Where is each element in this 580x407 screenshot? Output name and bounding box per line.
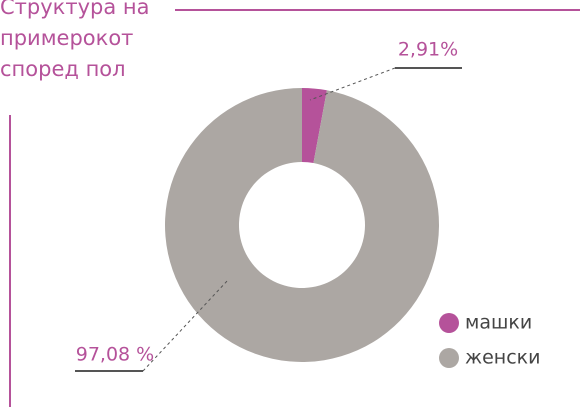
chart-title: примерокот [0, 26, 133, 50]
pie-slice [164, 87, 439, 362]
value-label: 97,08 % [76, 344, 155, 366]
chart-title: Структура на [0, 0, 149, 19]
legend-swatch [439, 348, 459, 368]
legend-label: машки [465, 312, 532, 334]
legend-swatch [439, 313, 459, 333]
pie-slice [302, 88, 327, 164]
value-label: 2,91% [398, 39, 458, 61]
chart-title: според пол [0, 57, 126, 81]
legend-label: женски [465, 347, 541, 369]
leader-line [142, 279, 229, 372]
